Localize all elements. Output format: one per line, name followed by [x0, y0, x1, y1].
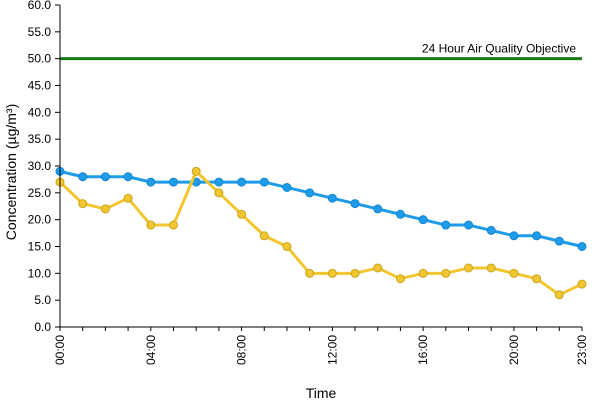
series-2-point: [146, 220, 156, 230]
series-1-point: [395, 209, 405, 219]
series-2-point: [100, 204, 110, 214]
reference-line-label: 24 Hour Air Quality Objective: [422, 42, 576, 56]
series-1-point: [123, 172, 133, 182]
series-2-point: [237, 209, 247, 219]
series-2-point: [78, 199, 88, 209]
series-2-point: [350, 268, 360, 278]
x-tick-label: 16:00: [416, 335, 430, 365]
series-1-point: [146, 177, 156, 187]
series-2-point: [395, 274, 405, 284]
y-tick-label: 20.0: [28, 213, 52, 227]
series-2-point: [554, 290, 564, 300]
series-1-point: [554, 236, 564, 246]
x-tick-label: 20:00: [507, 335, 521, 365]
series-1-point: [214, 177, 224, 187]
x-axis-title: Time: [306, 385, 337, 400]
y-tick-label: 25.0: [28, 186, 52, 200]
series-1-point: [486, 225, 496, 235]
series-1-point: [350, 199, 360, 209]
x-tick-label: 12:00: [325, 335, 339, 365]
series-group: [55, 166, 587, 300]
series-2-point: [486, 263, 496, 273]
x-tick-label: 04:00: [144, 335, 158, 365]
y-axis-ticks: 0.0 5.0 10.0 15.0 20.0 25.0 30.0 35.0 40.0 45.0 50…: [28, 0, 60, 334]
series-1-point: [464, 220, 474, 230]
x-tick-label: 00:00: [53, 335, 67, 365]
series-1-point: [168, 177, 178, 187]
series-1-point: [259, 177, 269, 187]
y-tick-label: 55.0: [28, 25, 52, 39]
y-tick-label: 5.0: [34, 293, 51, 307]
y-tick-label: 60.0: [28, 0, 52, 12]
series-2-point: [418, 268, 428, 278]
series-2-point: [214, 188, 224, 198]
series-1-point: [237, 177, 247, 187]
y-tick-label: 35.0: [28, 132, 52, 146]
y-tick-label: 45.0: [28, 79, 52, 93]
series-1-point: [327, 193, 337, 203]
series-2-point: [577, 279, 587, 289]
series-2-point: [259, 231, 269, 241]
series-2-point: [305, 268, 315, 278]
series-2-point: [373, 263, 383, 273]
y-tick-label: 10.0: [28, 266, 52, 280]
y-tick-label: 15.0: [28, 240, 52, 254]
y-tick-label: 50.0: [28, 52, 52, 66]
series-2-point: [441, 268, 451, 278]
series-2-point: [464, 263, 474, 273]
y-tick-label: 30.0: [28, 159, 52, 173]
series-1-point: [509, 231, 519, 241]
series-2-point: [282, 242, 292, 251]
series-1-point: [282, 182, 292, 192]
series-2-point: [327, 268, 337, 278]
series-2-point: [509, 268, 519, 278]
series-1-point: [418, 215, 428, 225]
x-tick-label: 23:00: [575, 335, 589, 365]
series-2-point: [191, 166, 201, 176]
reference-line-group: 24 Hour Air Quality Objective: [60, 42, 582, 61]
y-axis-title: Concentration (µg/m³): [3, 104, 19, 240]
series-1-point: [441, 220, 451, 230]
series-1-point: [373, 204, 383, 214]
x-axis-ticks: 00:00 04:00 08:00 12:00 16:00 20:00 23:00: [53, 327, 589, 365]
series-1-point: [305, 188, 315, 198]
series-1-point: [100, 172, 110, 182]
x-tick-label: 08:00: [235, 335, 249, 365]
series-1-point: [532, 231, 542, 241]
series-2-point: [532, 274, 542, 284]
series-1-point: [78, 172, 88, 182]
series-2-point: [168, 220, 178, 230]
series-2-point: [123, 193, 133, 203]
series-1-point: [577, 242, 587, 251]
y-tick-label: 0.0: [34, 320, 51, 334]
y-tick-label: 40.0: [28, 105, 52, 119]
